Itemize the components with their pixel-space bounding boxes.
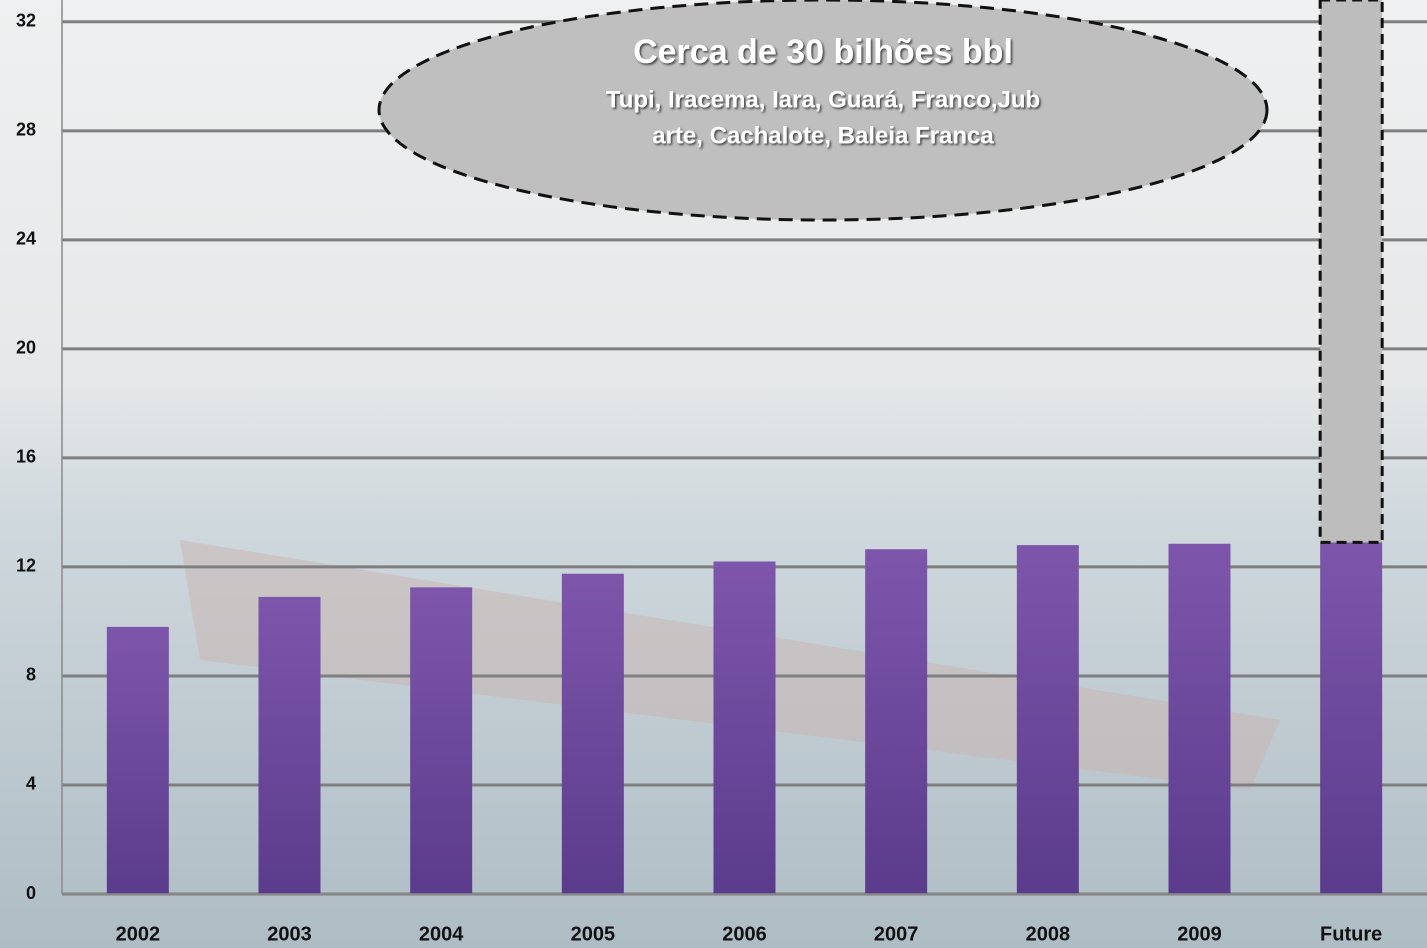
annotation-bubble bbox=[377, 0, 1269, 222]
bar bbox=[410, 587, 473, 894]
y-tick-label: 4 bbox=[26, 774, 36, 794]
y-tick-label: 12 bbox=[16, 556, 36, 576]
annotation-line: Tupi, Iracema, Iara, Guará, Franco,Jub bbox=[606, 86, 1040, 113]
x-tick-label: 2007 bbox=[874, 923, 919, 945]
y-tick-label: 20 bbox=[16, 338, 36, 358]
x-tick-label: 2006 bbox=[722, 923, 767, 945]
x-tick-label: 2002 bbox=[116, 923, 161, 945]
bar bbox=[1318, 0, 1384, 544]
y-tick-label: 8 bbox=[26, 665, 36, 685]
y-tick-label: 32 bbox=[16, 11, 36, 31]
x-tick-label: 2005 bbox=[571, 923, 616, 945]
bar bbox=[561, 573, 624, 894]
x-tick-label: 2008 bbox=[1026, 923, 1071, 945]
bar bbox=[865, 549, 928, 894]
bar bbox=[106, 626, 169, 894]
bar bbox=[1168, 543, 1231, 894]
x-tick-label: 2003 bbox=[267, 923, 312, 945]
y-tick-label: 28 bbox=[16, 120, 36, 140]
y-tick-label: 0 bbox=[26, 883, 36, 903]
y-tick-label: 24 bbox=[16, 229, 36, 249]
bar bbox=[258, 596, 321, 894]
x-tick-label: Future bbox=[1320, 923, 1382, 945]
x-tick-label: 2009 bbox=[1177, 923, 1222, 945]
bar bbox=[1016, 545, 1079, 894]
y-tick-label: 16 bbox=[16, 447, 36, 467]
bar bbox=[713, 561, 776, 894]
bar bbox=[1320, 542, 1383, 894]
annotation-line: arte, Cachalote, Baleia Franca bbox=[652, 122, 994, 149]
annotation-title: Cerca de 30 bilhões bbl bbox=[633, 33, 1013, 71]
x-tick-label: 2004 bbox=[419, 923, 464, 945]
